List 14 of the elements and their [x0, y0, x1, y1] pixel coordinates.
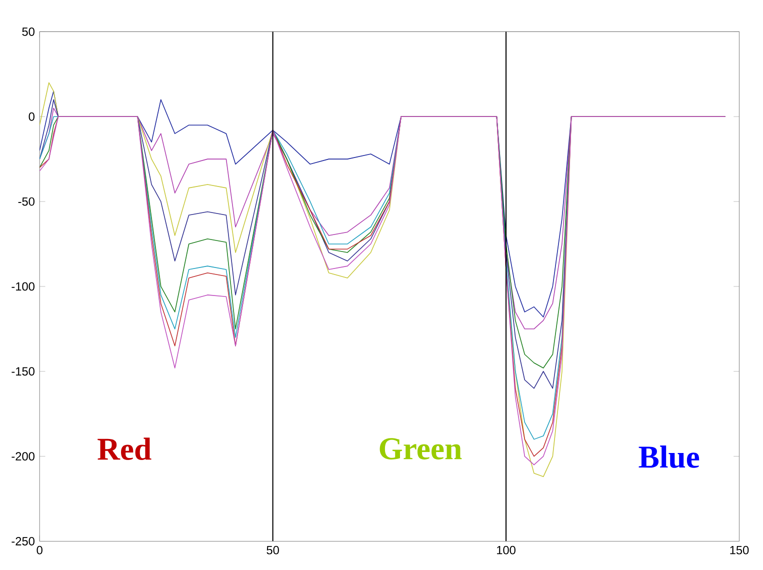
y-tick-label: -100	[12, 282, 34, 291]
x-tick-label: 150	[730, 546, 749, 554]
y-tick-label: -50	[18, 197, 34, 206]
annotation: Red	[98, 438, 152, 460]
y-tick-label: -150	[12, 367, 34, 376]
y-tick-label: 50	[22, 27, 34, 36]
annotation: Green	[380, 438, 462, 460]
x-tick-label: 100	[497, 546, 516, 554]
annotation: Blue	[638, 445, 700, 468]
y-tick-label: -250	[12, 536, 34, 546]
y-tick-label: -200	[12, 452, 34, 460]
y-tick-label: 0	[28, 112, 34, 121]
x-tick-label: 50	[266, 546, 279, 554]
x-tick-label: 0	[36, 546, 42, 554]
